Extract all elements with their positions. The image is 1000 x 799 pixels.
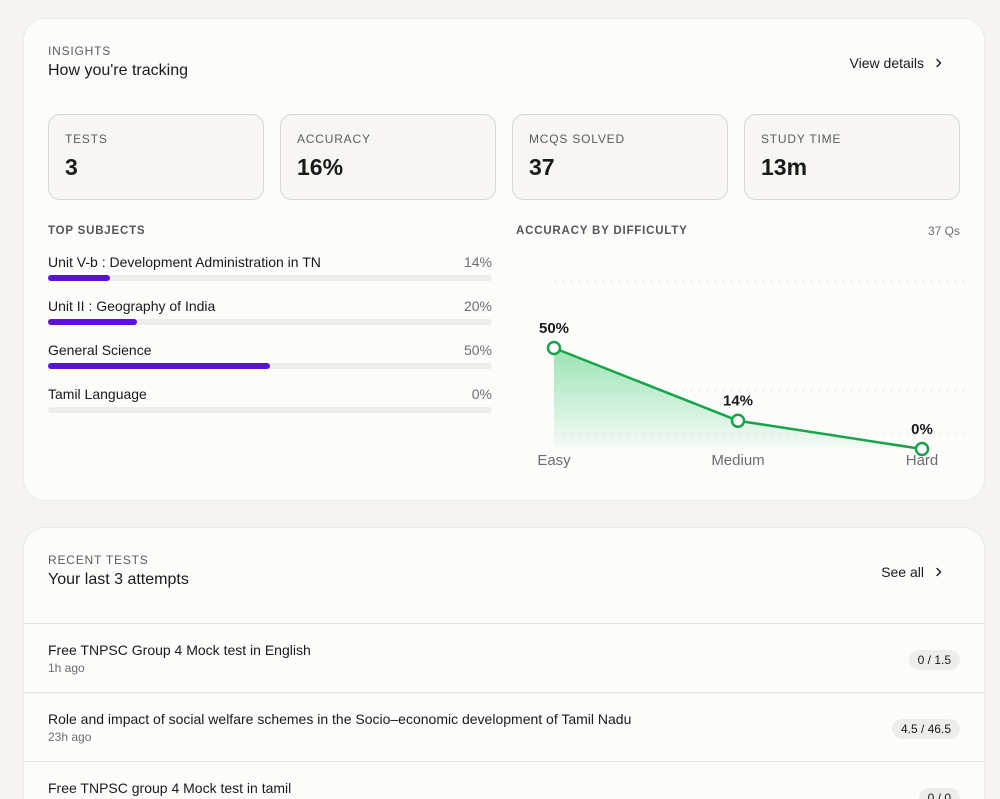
subject-row: Tamil Language 0% xyxy=(48,386,492,416)
test-title: Role and impact of social welfare scheme… xyxy=(48,711,632,727)
insights-eyebrow: INSIGHTS xyxy=(48,44,112,58)
subject-name: Unit II : Geography of India xyxy=(48,298,216,314)
test-row[interactable]: Free TNPSC group 4 Mock test in tamil 0 … xyxy=(24,761,984,799)
score-badge: 0 / 0 xyxy=(918,788,960,799)
insights-title: How you're tracking xyxy=(48,62,188,79)
stat-tests: TESTS 3 xyxy=(48,114,264,200)
divider xyxy=(24,623,984,624)
x-tick-label: Medium xyxy=(711,452,764,469)
progress-track xyxy=(48,275,492,281)
score-badge: 0 / 1.5 xyxy=(908,650,960,670)
data-point xyxy=(546,340,562,356)
chevron-right-icon xyxy=(936,58,942,68)
subject-name: Unit V-b : Development Administration in… xyxy=(48,254,321,270)
divider xyxy=(24,692,984,693)
stat-value: 16% xyxy=(297,154,344,180)
stat-value: 3 xyxy=(65,154,78,180)
test-title: Free TNPSC group 4 Mock test in tamil xyxy=(48,780,292,796)
stat-accuracy: ACCURACY 16% xyxy=(280,114,496,200)
chevron-right-icon xyxy=(936,567,942,577)
subject-row: General Science 50% xyxy=(48,342,492,372)
test-time: 1h ago xyxy=(48,661,85,675)
accuracy-chart-label: ACCURACY BY DIFFICULTY xyxy=(516,225,688,237)
subject-percent: 0% xyxy=(471,386,492,402)
subject-percent: 20% xyxy=(463,298,492,314)
stat-label: STUDY TIME xyxy=(761,132,842,146)
stat-study-time: STUDY TIME 13m xyxy=(744,114,960,200)
data-label: 14% xyxy=(723,393,753,410)
test-time: 23h ago xyxy=(48,730,92,744)
view-details-label: View details xyxy=(849,55,924,71)
see-all-label: See all xyxy=(881,564,924,580)
stat-label: ACCURACY xyxy=(297,132,371,146)
subject-percent: 14% xyxy=(463,254,492,270)
progress-fill xyxy=(48,319,137,325)
data-point xyxy=(914,441,930,457)
stat-label: MCQS SOLVED xyxy=(529,132,625,146)
progress-track xyxy=(48,363,492,369)
progress-track xyxy=(48,407,492,413)
subject-percent: 50% xyxy=(463,342,492,358)
recent-tests-card: RECENT TESTS Your last 3 attempts See al… xyxy=(23,527,985,799)
progress-fill xyxy=(48,275,111,281)
stat-mcqs-solved: MCQS SOLVED 37 xyxy=(512,114,728,200)
subject-name: Tamil Language xyxy=(48,386,147,402)
stat-value: 13m xyxy=(761,154,808,180)
stat-value: 37 xyxy=(529,154,555,180)
insights-card: INSIGHTS How you're tracking View detail… xyxy=(23,18,985,501)
top-subjects-label: TOP SUBJECTS xyxy=(48,225,146,237)
data-label: 0% xyxy=(911,421,933,438)
stat-label: TESTS xyxy=(65,132,108,146)
progress-track xyxy=(48,319,492,325)
see-all-link[interactable]: See all xyxy=(881,564,944,580)
score-badge: 4.5 / 46.5 xyxy=(891,719,960,739)
test-title: Free TNPSC Group 4 Mock test in English xyxy=(48,642,311,658)
test-row[interactable]: Free TNPSC Group 4 Mock test in English … xyxy=(24,623,984,691)
subject-name: General Science xyxy=(48,342,152,358)
chart-area xyxy=(554,348,922,449)
question-count: 37 Qs xyxy=(927,224,960,238)
x-tick-label: Hard xyxy=(906,452,939,469)
data-label: 50% xyxy=(539,320,569,337)
recent-eyebrow: RECENT TESTS xyxy=(48,553,149,567)
recent-title: Your last 3 attempts xyxy=(48,571,189,588)
progress-fill xyxy=(48,363,270,369)
test-row[interactable]: Role and impact of social welfare scheme… xyxy=(24,692,984,760)
subject-row: Unit V-b : Development Administration in… xyxy=(48,254,492,284)
x-tick-label: Easy xyxy=(537,452,571,469)
subject-row: Unit II : Geography of India 20% xyxy=(48,298,492,328)
data-point xyxy=(730,413,746,428)
accuracy-chart: 50% Easy 14% Medium 0% Hard xyxy=(537,280,964,469)
view-details-link[interactable]: View details xyxy=(850,55,944,71)
divider xyxy=(24,761,984,762)
